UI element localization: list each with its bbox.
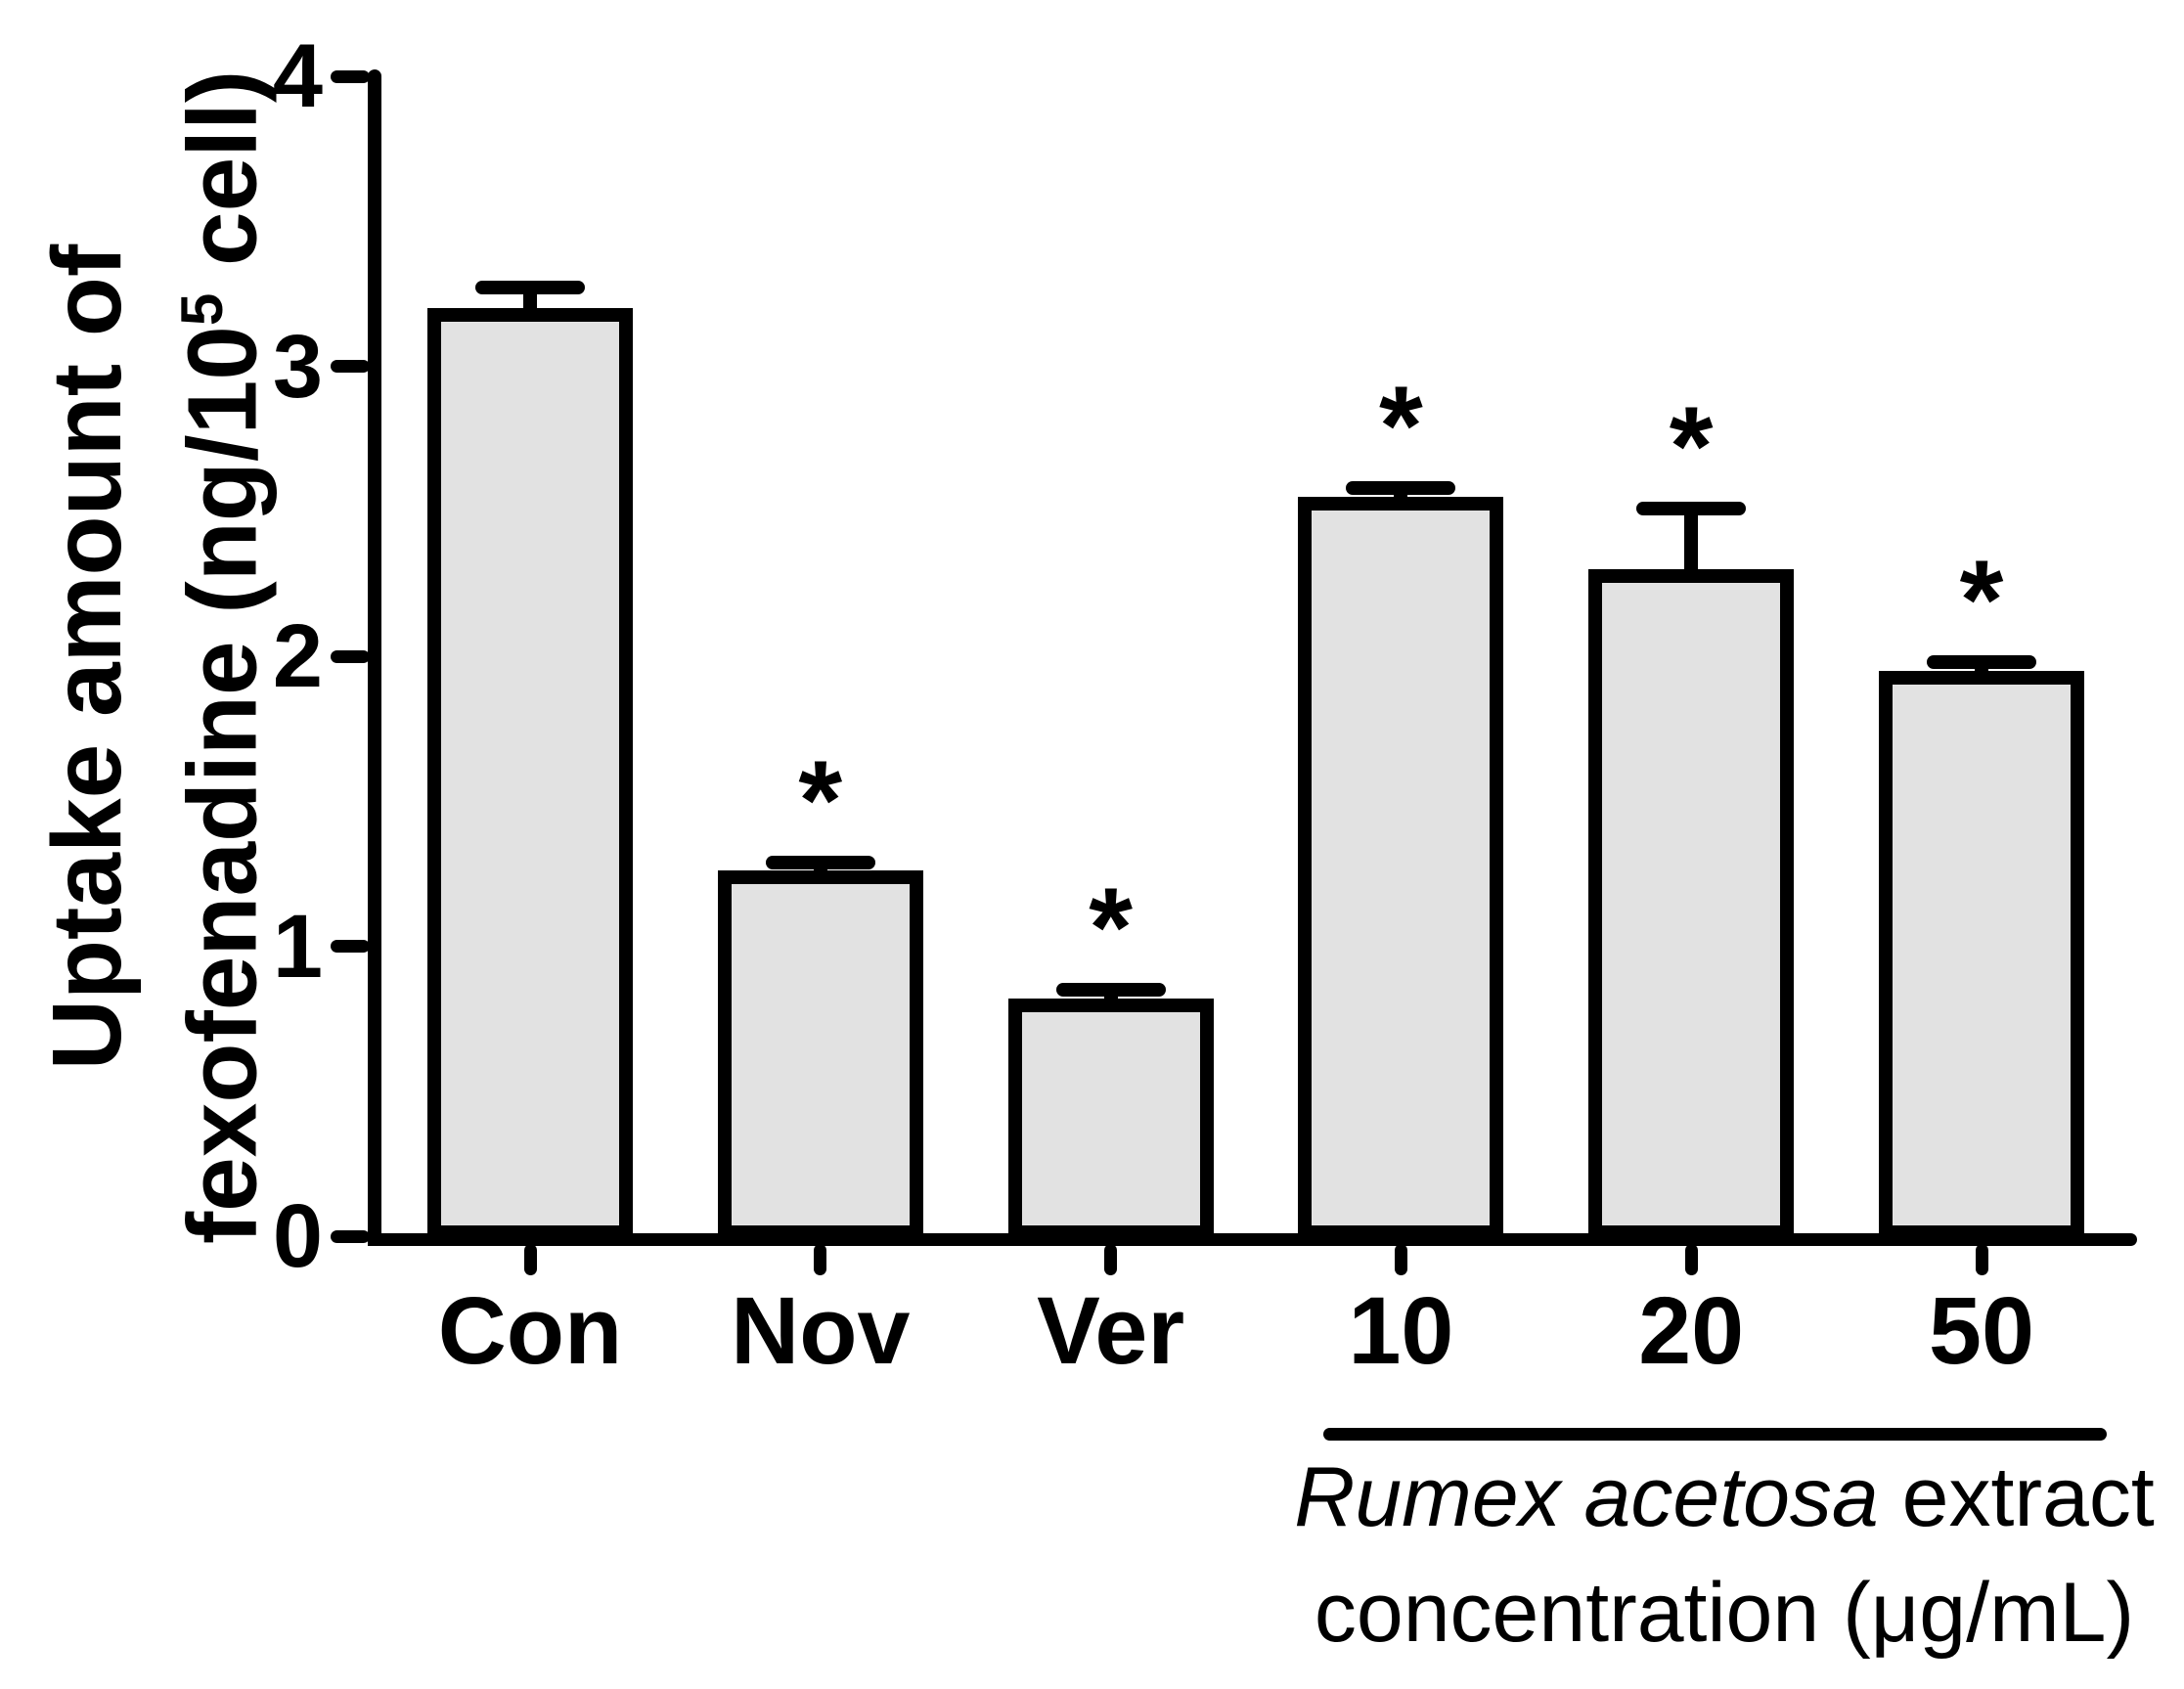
- x-tick-label-10: 10: [1348, 1277, 1454, 1384]
- y-tick-mark: [331, 940, 370, 953]
- significance-star: *: [1089, 866, 1133, 992]
- significance-star: *: [798, 737, 843, 864]
- y-tick-mark: [331, 1229, 370, 1243]
- group-annotation-line2: concentration (μg/mL): [1314, 1566, 2135, 1660]
- group-annotation: Rumex acetosa extract concentration (μg/…: [1255, 1440, 2184, 1670]
- group-annotation-italic-text: Rumex acetosa: [1294, 1450, 1879, 1544]
- significance-star: *: [1959, 537, 2004, 663]
- error-bar-cap: [765, 855, 875, 869]
- x-tick-label-Con: Con: [437, 1277, 623, 1384]
- y-tick-label: 1: [272, 896, 323, 997]
- bar-10: [1298, 496, 1504, 1239]
- x-tick-mark: [1975, 1244, 1988, 1275]
- group-annotation-regular-text: extract: [1878, 1450, 2155, 1544]
- y-axis-line: [368, 69, 381, 1246]
- bar-Ver: [1007, 998, 1214, 1239]
- x-tick-mark: [814, 1244, 827, 1275]
- significance-star: *: [1379, 364, 1423, 490]
- y-axis-title-text2: fexofenadine (ng/10: [167, 326, 278, 1245]
- y-tick-mark: [331, 649, 370, 663]
- bar-20: [1588, 569, 1795, 1239]
- error-bar-cap: [1927, 654, 2036, 669]
- x-tick-mark: [1104, 1244, 1118, 1275]
- x-tick-label-50: 50: [1929, 1277, 2034, 1384]
- y-tick-label: 0: [272, 1186, 323, 1286]
- error-bar-cap: [1055, 982, 1166, 997]
- bar-Con: [427, 308, 633, 1239]
- y-tick-label: 2: [272, 606, 323, 706]
- y-tick-label: 4: [272, 26, 323, 126]
- y-tick-label: 3: [272, 316, 323, 417]
- significance-star: *: [1669, 383, 1714, 510]
- error-bar-cap: [1636, 501, 1747, 515]
- x-tick-mark: [1394, 1244, 1407, 1275]
- x-tick-label-20: 20: [1638, 1277, 1745, 1384]
- y-axis-title-text1: Uptake amount of: [32, 244, 142, 1071]
- x-tick-label-Ver: Ver: [1037, 1277, 1185, 1384]
- x-tick-label-Nov: Nov: [731, 1277, 911, 1384]
- error-bar-cap: [475, 281, 585, 295]
- x-tick-mark: [523, 1244, 537, 1275]
- error-bar-cap: [1346, 481, 1456, 496]
- x-tick-mark: [1684, 1244, 1698, 1275]
- y-tick-mark: [331, 69, 370, 83]
- bar-Nov: [717, 870, 923, 1239]
- x-axis-line: [368, 1233, 2137, 1246]
- bar-50: [1879, 670, 2084, 1239]
- error-bar-line: [1684, 508, 1699, 582]
- y-tick-mark: [331, 360, 370, 373]
- group-annotation-line: [1323, 1428, 2107, 1441]
- group-annotation-line1: Rumex acetosa extract: [1255, 1440, 2184, 1555]
